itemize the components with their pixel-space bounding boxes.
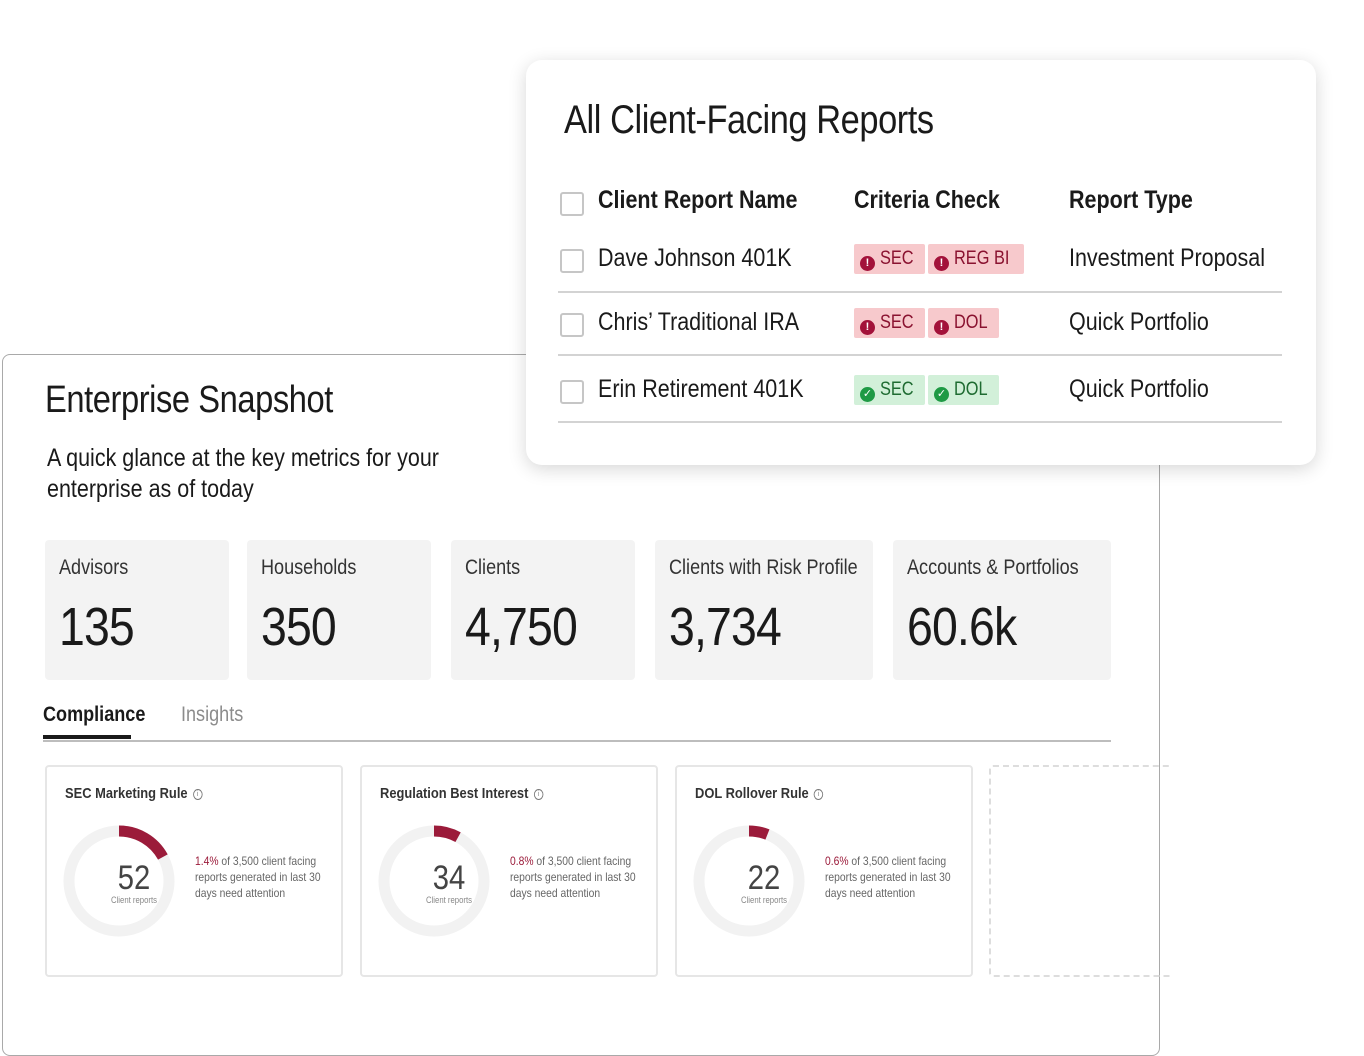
metric-card-advisors[interactable]: Advisors 135	[45, 540, 229, 680]
row-checkbox[interactable]	[560, 380, 584, 404]
metric-card-accounts-portfolios[interactable]: Accounts & Portfolios 60.6k	[893, 540, 1111, 680]
alert-icon: !	[860, 320, 875, 335]
row-divider	[558, 291, 1282, 293]
metric-value: 4,750	[465, 597, 578, 657]
check-icon: ✓	[934, 387, 949, 402]
metric-card-clients[interactable]: Clients 4,750	[451, 540, 635, 680]
row-checkbox[interactable]	[560, 249, 584, 273]
card-title: Regulation Best Interest i	[380, 785, 543, 802]
metric-label: Clients with Risk Profile	[669, 556, 858, 579]
card-description: 0.8% of 3,500 client facing reports gene…	[510, 853, 639, 901]
description-text: of 3,500 client facing reports generated…	[510, 854, 636, 900]
alert-icon: !	[934, 256, 949, 271]
donut-chart	[378, 825, 490, 937]
alert-icon: !	[860, 256, 875, 271]
badge-label: DOL	[954, 312, 988, 333]
card-title-text: Regulation Best Interest	[380, 785, 529, 802]
metric-label: Households	[261, 556, 357, 579]
card-description: 1.4% of 3,500 client facing reports gene…	[195, 853, 324, 901]
card-title-text: SEC Marketing Rule	[65, 785, 188, 802]
badge-label: SEC	[880, 379, 914, 400]
row-divider	[558, 354, 1282, 356]
compliance-card-sec-marketing[interactable]: SEC Marketing Rule i 52 Client reports 1.…	[45, 765, 343, 977]
metric-card-households[interactable]: Households 350	[247, 540, 431, 680]
row-checkbox[interactable]	[560, 313, 584, 337]
report-name[interactable]: Dave Johnson 401K	[598, 244, 792, 272]
donut-arc	[378, 825, 490, 937]
badge-label: SEC	[880, 312, 914, 333]
metric-value: 3,734	[669, 597, 782, 657]
active-tab-indicator	[43, 735, 131, 739]
criteria-badge-dol[interactable]: ✓ DOL	[928, 375, 1000, 405]
report-type: Quick Portfolio	[1069, 375, 1209, 403]
report-name[interactable]: Chris’ Traditional IRA	[598, 308, 800, 336]
criteria-badge-sec[interactable]: ✓ SEC	[854, 375, 926, 405]
criteria-badge-dol[interactable]: ! DOL	[928, 308, 1000, 338]
compliance-card-dol-rollover[interactable]: DOL Rollover Rule i 22 Client reports 0.6…	[675, 765, 973, 977]
donut-arc	[63, 825, 175, 937]
column-header-type[interactable]: Report Type	[1069, 186, 1193, 214]
metric-label: Accounts & Portfolios	[907, 556, 1079, 579]
metric-label: Clients	[465, 556, 521, 579]
count-label: Client reports	[110, 895, 158, 905]
column-header-criteria[interactable]: Criteria Check	[854, 186, 1000, 214]
client-reports-panel: All Client-Facing Reports Client Report …	[526, 60, 1316, 465]
card-title: DOL Rollover Rule i	[695, 785, 824, 802]
metric-value: 60.6k	[907, 597, 1017, 657]
percent-value: 0.8%	[510, 854, 534, 868]
card-title: SEC Marketing Rule i	[65, 785, 203, 802]
info-icon[interactable]: i	[192, 788, 203, 800]
row-divider	[558, 421, 1282, 423]
donut-arc	[693, 825, 805, 937]
count-label: Client reports	[740, 895, 788, 905]
report-type: Quick Portfolio	[1069, 308, 1209, 336]
enterprise-snapshot-panel: Enterprise Snapshot A quick glance at th…	[2, 354, 1171, 1056]
percent-value: 0.6%	[825, 854, 849, 868]
badge-label: DOL	[954, 379, 988, 400]
description-text: of 3,500 client facing reports generated…	[195, 854, 321, 900]
count-value: 34	[432, 859, 466, 897]
info-icon[interactable]: i	[813, 788, 824, 800]
card-description: 0.6% of 3,500 client facing reports gene…	[825, 853, 954, 901]
badge-label: SEC	[880, 248, 914, 269]
snapshot-title: Enterprise Snapshot	[45, 379, 333, 421]
percent-value: 1.4%	[195, 854, 219, 868]
metric-card-clients-risk-profile[interactable]: Clients with Risk Profile 3,734	[655, 540, 873, 680]
alert-icon: !	[934, 320, 949, 335]
count-label: Client reports	[425, 895, 473, 905]
description-text: of 3,500 client facing reports generated…	[825, 854, 951, 900]
metric-value: 135	[59, 597, 135, 657]
tab-insights[interactable]: Insights	[181, 703, 244, 726]
metric-label: Advisors	[59, 556, 129, 579]
info-icon[interactable]: i	[533, 788, 543, 800]
snapshot-subtitle: A quick glance at the key metrics for yo…	[47, 444, 439, 503]
report-type: Investment Proposal	[1069, 244, 1265, 272]
donut-chart	[63, 825, 175, 937]
donut-chart	[693, 825, 805, 937]
reports-title: All Client-Facing Reports	[564, 98, 934, 142]
report-name[interactable]: Erin Retirement 401K	[598, 375, 804, 403]
card-title-text: DOL Rollover Rule	[695, 785, 809, 802]
column-header-name[interactable]: Client Report Name	[598, 186, 798, 214]
count-value: 22	[747, 859, 781, 897]
count-value: 52	[117, 859, 151, 897]
select-all-checkbox[interactable]	[560, 192, 584, 216]
criteria-badge-sec[interactable]: ! SEC	[854, 308, 926, 338]
check-icon: ✓	[860, 387, 875, 402]
badge-label: REG BI	[954, 248, 1010, 269]
placeholder-card	[989, 765, 1171, 977]
criteria-badge-sec[interactable]: ! SEC	[854, 244, 926, 274]
compliance-card-reg-bi[interactable]: Regulation Best Interest i 34 Client repo…	[360, 765, 658, 977]
tab-compliance[interactable]: Compliance	[43, 703, 146, 726]
tab-bar: Compliance Insights	[43, 699, 1111, 742]
criteria-badge-reg-bi[interactable]: ! REG BI	[928, 244, 1025, 274]
metric-value: 350	[261, 597, 337, 657]
